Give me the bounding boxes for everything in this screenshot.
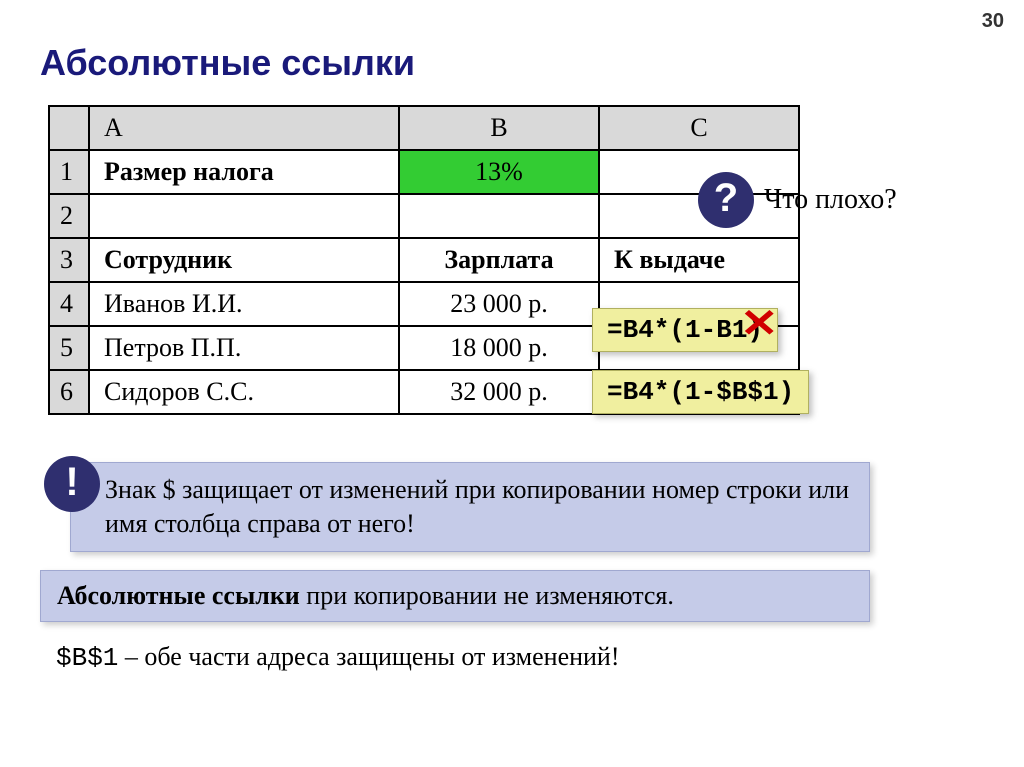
- plain-rest: – обе части адреса защищены от изменений…: [118, 642, 619, 671]
- row-number: 1: [49, 150, 89, 194]
- definition-box: Абсолютные ссылки при копировании не изм…: [40, 570, 870, 622]
- header-row: A B C: [49, 106, 799, 150]
- row-number: 3: [49, 238, 89, 282]
- col-header-b: B: [399, 106, 599, 150]
- cell-b2: [399, 194, 599, 238]
- code-ref: $B$1: [56, 643, 118, 673]
- question-text: Что плохо?: [764, 184, 897, 216]
- info-badge-icon: !: [44, 456, 100, 512]
- cell-a3: Сотрудник: [89, 238, 399, 282]
- cell-b3: Зарплата: [399, 238, 599, 282]
- row-number: 5: [49, 326, 89, 370]
- cell-a6: Сидоров С.С.: [89, 370, 399, 414]
- row-number: 6: [49, 370, 89, 414]
- page-number: 30: [982, 10, 1004, 33]
- col-header-a: A: [89, 106, 399, 150]
- cell-a5: Петров П.П.: [89, 326, 399, 370]
- cross-icon: ✕: [740, 300, 779, 346]
- plain-line: $B$1 – обе части адреса защищены от изме…: [56, 642, 620, 673]
- table-row: 1 Размер налога 13%: [49, 150, 799, 194]
- definition-rest: при копировании не изменяются.: [300, 581, 674, 610]
- table-row: 2: [49, 194, 799, 238]
- cell-b4: 23 000 р.: [399, 282, 599, 326]
- cell-a1: Размер налога: [89, 150, 399, 194]
- cell-b5: 18 000 р.: [399, 326, 599, 370]
- cell-b1: 13%: [399, 150, 599, 194]
- row-number: 2: [49, 194, 89, 238]
- question-badge-icon: ?: [698, 172, 754, 228]
- spreadsheet-table: A B C 1 Размер налога 13% 2 3 Сотрудник …: [48, 105, 800, 415]
- table-row: 3 Сотрудник Зарплата К выдаче: [49, 238, 799, 282]
- corner-cell: [49, 106, 89, 150]
- page-title: Абсолютные ссылки: [40, 42, 415, 84]
- cell-a4: Иванов И.И.: [89, 282, 399, 326]
- formula-right: =B4*(1-$B$1): [592, 370, 809, 414]
- row-number: 4: [49, 282, 89, 326]
- col-header-c: C: [599, 106, 799, 150]
- definition-term: Абсолютные ссылки: [57, 581, 300, 610]
- cell-b6: 32 000 р.: [399, 370, 599, 414]
- info-box: Знак $ защищает от изменений при копиров…: [70, 462, 870, 552]
- cell-a2: [89, 194, 399, 238]
- cell-c3: К выдаче: [599, 238, 799, 282]
